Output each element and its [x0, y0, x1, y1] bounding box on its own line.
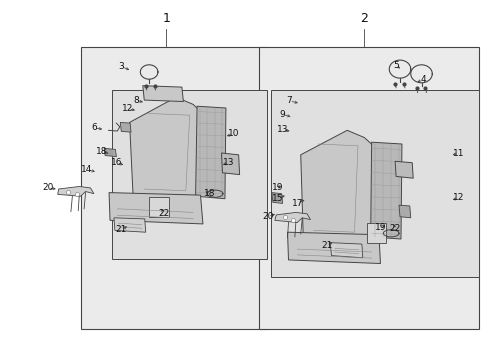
- Bar: [259, 47, 478, 329]
- Text: 14: 14: [81, 165, 93, 174]
- Text: 20: 20: [42, 184, 54, 192]
- Text: 4: 4: [419, 76, 425, 85]
- Text: 1: 1: [162, 12, 170, 24]
- Bar: [366, 223, 386, 243]
- Text: 22: 22: [158, 209, 169, 217]
- Text: 3: 3: [118, 62, 124, 71]
- Polygon shape: [221, 153, 239, 175]
- Polygon shape: [142, 86, 183, 102]
- Polygon shape: [195, 106, 225, 199]
- Text: 12: 12: [452, 194, 464, 202]
- Text: 8: 8: [133, 95, 139, 104]
- Text: 22: 22: [388, 224, 400, 233]
- Bar: [112, 90, 266, 259]
- Polygon shape: [120, 122, 131, 132]
- Text: 21: 21: [115, 225, 127, 234]
- Text: 17: 17: [291, 199, 303, 208]
- Bar: [271, 90, 478, 277]
- Text: 21: 21: [320, 241, 332, 250]
- Polygon shape: [300, 130, 375, 237]
- Polygon shape: [58, 186, 94, 196]
- Text: 20: 20: [262, 212, 273, 221]
- Text: 19: 19: [271, 184, 283, 192]
- Polygon shape: [398, 205, 410, 218]
- Bar: [81, 47, 266, 329]
- Polygon shape: [104, 148, 116, 157]
- Text: 7: 7: [286, 96, 292, 105]
- Polygon shape: [271, 193, 282, 203]
- Text: 15: 15: [271, 194, 283, 203]
- Text: 9: 9: [279, 110, 285, 119]
- Polygon shape: [114, 218, 145, 232]
- Bar: [149, 197, 168, 217]
- Polygon shape: [109, 193, 203, 224]
- Text: 19: 19: [374, 223, 386, 232]
- Text: 5: 5: [392, 61, 398, 70]
- Text: 10: 10: [227, 129, 239, 138]
- Polygon shape: [370, 142, 401, 239]
- Text: 11: 11: [452, 149, 464, 158]
- Text: 13: 13: [276, 125, 288, 134]
- Text: 16: 16: [110, 158, 122, 167]
- Polygon shape: [394, 161, 412, 178]
- Polygon shape: [329, 243, 362, 258]
- Polygon shape: [274, 212, 310, 222]
- Polygon shape: [129, 97, 204, 196]
- Polygon shape: [287, 232, 380, 264]
- Text: 2: 2: [360, 12, 367, 24]
- Text: 18: 18: [96, 148, 107, 156]
- Text: 12: 12: [122, 104, 134, 113]
- Text: 6: 6: [91, 123, 97, 132]
- Text: 13: 13: [223, 158, 234, 167]
- Text: 18: 18: [203, 189, 215, 198]
